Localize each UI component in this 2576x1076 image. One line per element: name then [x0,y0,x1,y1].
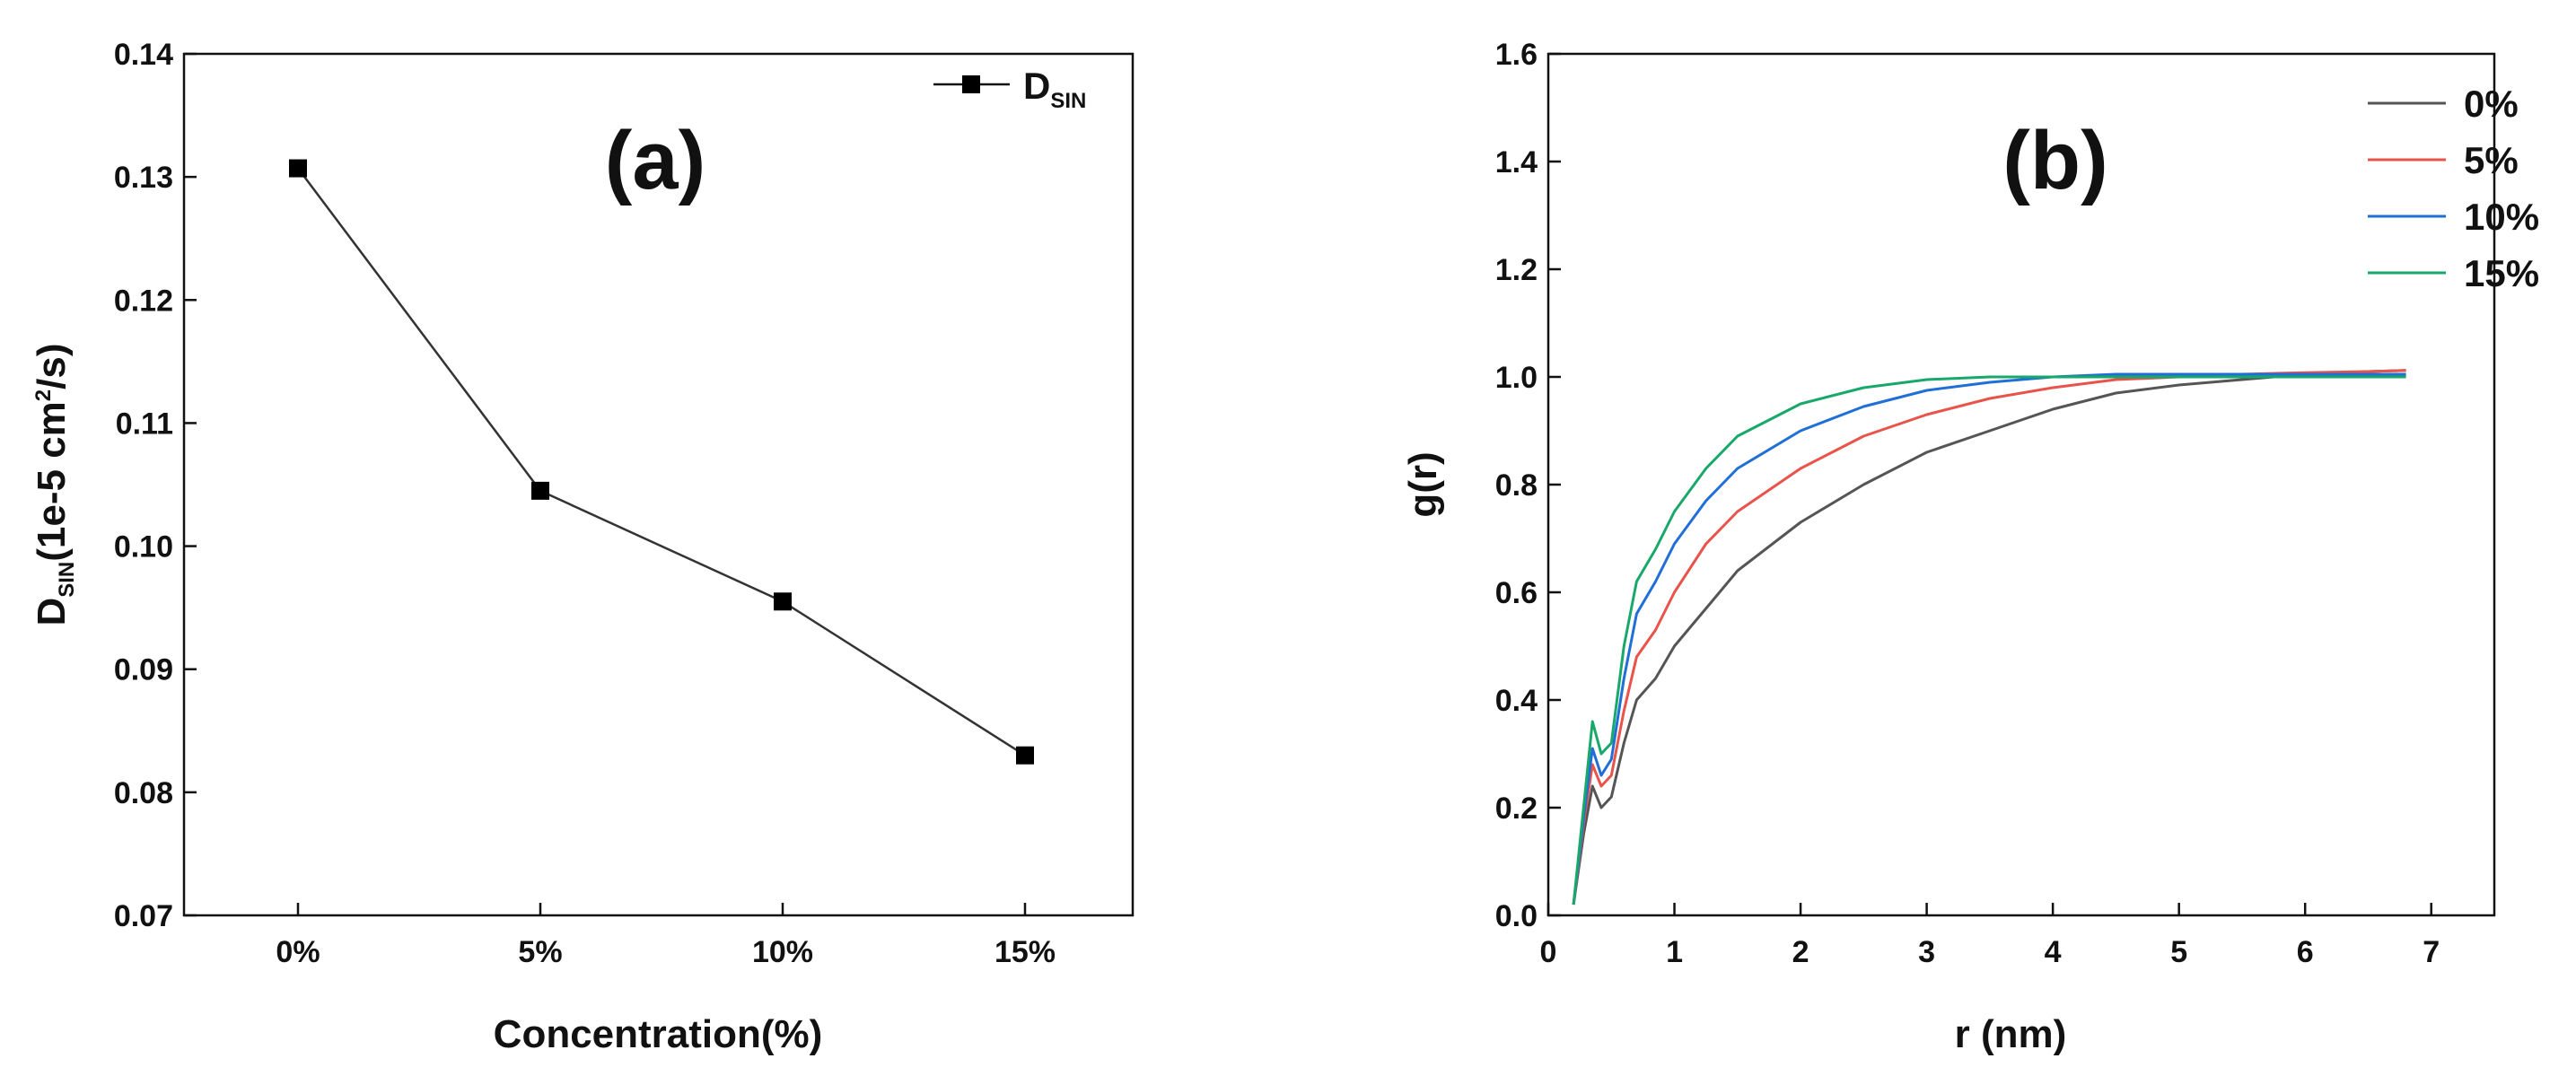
chart-a-point [1016,746,1034,765]
chart-a-legend-sub: SIN [1050,89,1086,113]
chart-a-legend-marker [962,75,980,93]
chart-a-y-label-tail: /s) [30,343,74,389]
chart-a-x-tick-label: 0% [276,935,320,969]
chart-a-y-label-rest: (1e-5 cm [30,401,74,562]
chart-b-ticks: 0.0 0.2 0.4 0.6 0.8 1.0 1.2 1.4 1.6 0 1 2 3 4 5 6 7 [1495,38,2440,969]
chart-a-points [289,159,1034,765]
chart-a-panel-label: (a) [605,115,705,206]
chart-b-y-tick-label: 0.2 [1495,792,1538,826]
chart-a-y-axis-label: DSIN(1e-5 cm2/s) [30,343,79,625]
chart-a: 0.07 0.08 0.09 0.10 0.11 0.12 0.13 0.14 0% 5% 10% 1… [30,38,1135,1056]
chart-a-point [531,481,549,500]
chart-b-y-axis-label: g(r) [1401,451,1445,517]
chart-b-x-axis-label: r (nm) [1955,1012,2067,1056]
chart-b-x-tick-label: 5 [2170,935,2187,969]
chart-a-legend-label: DSIN [1023,65,1086,113]
chart-b-legend: 0% 5% 10% 15% [2368,83,2539,294]
chart-a-y-tick-label: 0.14 [114,38,173,72]
chart-a-point [774,592,792,611]
chart-b-x-tick-label: 0 [1540,935,1557,969]
chart-a-y-tick-label: 0.12 [114,284,173,318]
chart-b-series-line-0 [1572,369,2406,905]
chart-b-y-tick-label: 1.4 [1495,145,1538,179]
chart-b-y-tick-label: 0.6 [1495,576,1538,610]
chart-a-ticks: 0.07 0.08 0.09 0.10 0.11 0.12 0.13 0.14 0% 5% 10% 1… [114,38,1056,969]
chart-b-series [1572,369,2406,905]
chart-a-x-tick-label: 15% [994,935,1056,969]
chart-a-x-axis-label: Concentration(%) [494,1012,823,1056]
chart-b-x-tick-label: 1 [1666,935,1683,969]
chart-a-y-tick-label: 0.11 [116,407,173,441]
chart-a-y-label-main: D [30,598,74,626]
chart-b-x-tick-label: 7 [2423,935,2440,969]
chart-b-x-tick-label: 4 [2045,935,2062,969]
chart-b-legend-label: 10% [2464,196,2539,238]
chart-b-legend-label: 0% [2464,83,2519,125]
chart-b-x-tick-label: 6 [2297,935,2314,969]
chart-a-legend: DSIN [933,65,1086,113]
chart-a-y-tick-label: 0.13 [114,161,173,195]
chart-b-y-tick-label: 0.0 [1495,899,1538,933]
chart-b: 0.00.20.40.60.81.01.21.41.60 1 2 3 4 5 6 7 (b) … [1401,38,2539,1056]
chart-a-y-tick-label: 0.08 [114,776,173,810]
chart-b-y-tick-label: 0.8 [1495,468,1538,503]
chart-b-y-tick-label: 0.4 [1495,684,1538,718]
chart-a-y-label-sup: 2 [31,389,56,401]
chart-b-legend-label: 5% [2464,139,2519,181]
chart-b-series-line-2 [1572,372,2406,905]
chart-a-frame [182,52,1135,917]
chart-b-y-tick-label: 1.0 [1495,361,1538,395]
chart-b-series-line-3 [1572,375,2406,905]
chart-b-y-tick-label: 1.6 [1495,38,1538,72]
chart-b-legend-label: 15% [2464,252,2539,294]
chart-b-panel-label: (b) [2002,115,2107,206]
chart-a-y-tick-label: 0.10 [114,530,173,564]
chart-b-y-tick-label: 1.2 [1495,253,1538,287]
chart-b-x-tick-label: 2 [1792,935,1809,969]
chart-a-x-tick-label: 5% [518,935,562,969]
chart-a-y-tick-label: 0.09 [114,653,173,687]
chart-a-x-tick-label: 10% [752,935,813,969]
chart-b-series-line-1 [1572,369,2406,905]
chart-b-x-tick-label: 3 [1918,935,1935,969]
chart-a-y-label-sub: SIN [55,562,79,598]
chart-a-y-tick-label: 0.07 [114,899,173,933]
chart-a-legend-main: D [1023,65,1050,107]
chart-a-series-line [297,167,1026,757]
chart-a-point [289,159,307,178]
